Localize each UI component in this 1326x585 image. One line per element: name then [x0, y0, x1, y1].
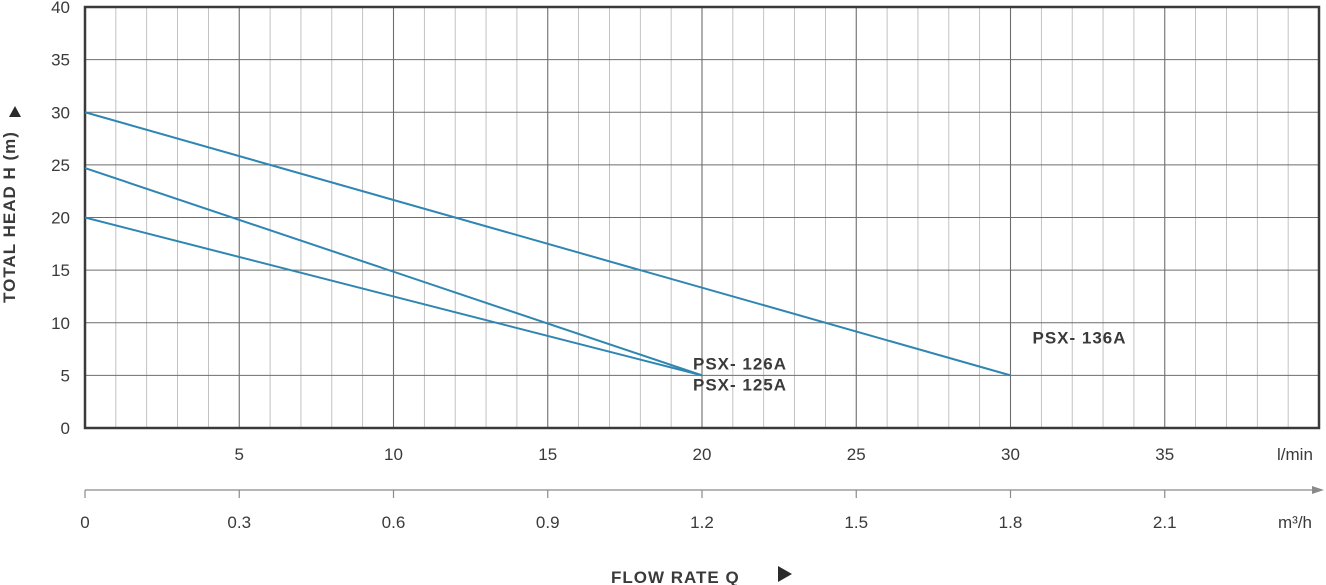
x-axis-title: FLOW RATE Q	[611, 568, 740, 585]
x-tick-label-lmin: 25	[847, 445, 866, 464]
y-tick-label: 25	[51, 156, 70, 175]
x-tick-label-m3h: 1.2	[690, 513, 714, 532]
y-tick-label: 0	[61, 419, 70, 438]
x-tick-label-lmin: 20	[693, 445, 712, 464]
x-tick-label-m3h: 2.1	[1153, 513, 1177, 532]
x-unit-lmin: l/min	[1277, 445, 1313, 464]
y-tick-label: 20	[51, 209, 70, 228]
series-lines	[84, 111, 1011, 377]
x-tick-label-m3h: 0	[80, 513, 89, 532]
grid	[85, 7, 1319, 428]
x-tick-label-m3h: 0.3	[227, 513, 251, 532]
x-tick-label-lmin: 5	[235, 445, 244, 464]
series-line	[84, 111, 1011, 377]
y-axis-title: TOTAL HEAD H (m)	[0, 131, 19, 303]
secondary-axis-arrow-icon	[1312, 486, 1324, 494]
y-tick-label: 10	[51, 314, 70, 333]
series-line	[84, 167, 703, 377]
x-tick-label-m3h: 0.6	[382, 513, 406, 532]
x-tick-label-lmin: 10	[384, 445, 403, 464]
series-label: PSX- 126A	[693, 354, 787, 373]
x-tick-label-m3h: 1.8	[999, 513, 1023, 532]
x-tick-label-m3h: 1.5	[844, 513, 868, 532]
x-tick-label-lmin: 35	[1155, 445, 1174, 464]
y-tick-label: 30	[51, 103, 70, 122]
x-tick-label-lmin: 15	[538, 445, 557, 464]
y-tick-label: 35	[51, 51, 70, 70]
x-tick-label-m3h: 0.9	[536, 513, 560, 532]
series-label: PSX- 125A	[693, 375, 787, 394]
x-tick-labels-m3h: 0 0.3 0.6 0.9 1.2 1.5 1.8 2.1	[80, 513, 1176, 532]
x-tick-labels-lmin: 5 10 15 20 25 30 35	[235, 445, 1175, 464]
x-unit-m3h: m³/h	[1278, 513, 1312, 532]
y-tick-label: 15	[51, 261, 70, 280]
series-line	[84, 216, 703, 377]
x-axis-arrow-icon	[778, 566, 792, 582]
y-tick-label: 40	[51, 0, 70, 17]
y-tick-label: 5	[61, 366, 70, 385]
y-axis-arrow-icon	[9, 106, 21, 117]
series-labels: PSX- 136A PSX- 126A PSX- 125A	[693, 328, 1127, 394]
x-tick-label-lmin: 30	[1001, 445, 1020, 464]
secondary-x-axis	[84, 486, 1324, 498]
y-tick-labels: 0 5 10 15 20 25 30 35 40	[51, 0, 70, 438]
series-label: PSX- 136A	[1033, 328, 1127, 347]
